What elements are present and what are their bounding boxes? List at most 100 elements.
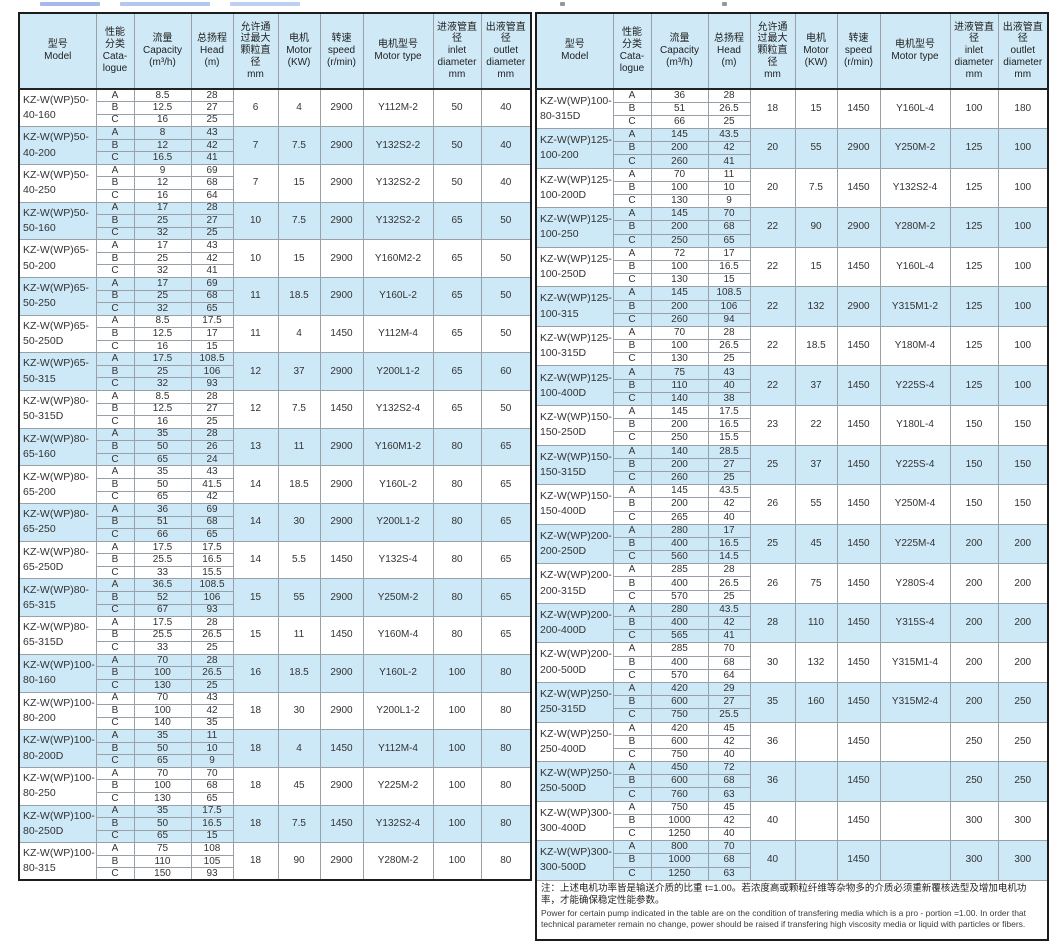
catalogue-cell: A — [95, 88, 135, 103]
motor-kw-cell: 15 — [794, 88, 838, 130]
catalogue-cell: C — [95, 716, 135, 731]
capacity-cell: 50 — [133, 477, 192, 492]
inlet-diameter-cell: 80 — [432, 540, 482, 580]
speed-cell: 1450 — [836, 405, 881, 446]
head-cell: 108.5 — [190, 578, 234, 592]
head-cell: 29 — [707, 681, 751, 697]
catalogue-cell: A — [612, 602, 652, 618]
capacity-cell: 200 — [650, 457, 709, 472]
table-row: KZ-W(WP)250- 250-400D A 420 45 36 1450 250 250 — [535, 721, 1049, 763]
col-header-head: 总扬程 Head (m) — [190, 12, 234, 90]
motor-kw-cell: 55 — [794, 128, 838, 169]
inlet-diameter-cell: 65 — [432, 239, 482, 278]
head-cell: 69 — [190, 503, 234, 517]
outlet-diameter-cell: 200 — [997, 563, 1049, 604]
head-cell: 43 — [707, 365, 751, 380]
cropped-text-remnant — [40, 2, 100, 6]
table-row: C 570 25 — [536, 589, 1048, 604]
catalogue-cell: A — [95, 126, 135, 140]
motor-kw-cell: 132 — [794, 642, 838, 683]
outlet-diameter-cell: 150 — [997, 405, 1049, 446]
outlet-diameter-cell: 300 — [997, 800, 1049, 842]
table-row: KZ-W(WP)65- 50-250D A 8.5 17.5 11 4 1450 Y112M-… — [18, 314, 532, 354]
head-cell: 27 — [190, 402, 234, 417]
catalogue-cell: A — [612, 681, 652, 697]
head-cell: 25 — [707, 114, 751, 130]
catalogue-cell: B — [95, 477, 135, 492]
inlet-diameter-cell: 250 — [949, 721, 999, 763]
outlet-diameter-cell: 250 — [997, 681, 1049, 723]
capacity-cell: 12 — [133, 176, 192, 190]
head-cell: 26.5 — [707, 101, 751, 116]
table-row: KZ-W(WP)125- 100-315D A 70 28 22 18.5 1450 Y180… — [535, 325, 1049, 367]
col-header-outlet: 出液管直 径 outlet diameter mm — [480, 12, 532, 90]
outlet-diameter-cell: 250 — [997, 721, 1049, 763]
inlet-diameter-cell: 50 — [432, 88, 482, 128]
head-cell: 28 — [190, 201, 234, 216]
outlet-diameter-cell: 80 — [480, 691, 532, 731]
head-cell: 24 — [190, 452, 234, 467]
head-cell: 68 — [707, 774, 751, 789]
motor-type-cell: Y225S-4 — [879, 365, 951, 406]
particle-cell: 18 — [232, 804, 279, 844]
particle-cell: 35 — [749, 681, 796, 723]
head-cell: 28 — [190, 427, 234, 442]
particle-cell: 36 — [749, 721, 796, 763]
catalogue-cell: A — [95, 352, 135, 366]
table-row: C 32 41 — [19, 264, 531, 278]
capacity-cell: 145 — [650, 286, 709, 301]
head-cell: 42 — [707, 497, 751, 512]
capacity-cell: 16 — [133, 189, 192, 203]
table-row: KZ-W(WP)100- 80-250 A 70 70 18 45 2900 Y225M-2 1… — [18, 766, 532, 806]
speed-cell: 2900 — [319, 239, 364, 278]
catalogue-cell: B — [612, 220, 652, 235]
table-row: KZ-W(WP)100- 80-200 A 70 43 18 30 2900 Y200L1-2… — [18, 691, 532, 731]
catalogue-cell: A — [612, 721, 652, 736]
speed-cell: 2900 — [319, 653, 364, 693]
catalogue-cell: C — [612, 312, 652, 327]
spec-table-right: 型号 Model 性能 分类 Cata- logue 流量 Capacity (m³… — [535, 12, 1049, 941]
capacity-cell: 1000 — [650, 853, 709, 868]
capacity-cell: 145 — [650, 484, 709, 499]
head-cell: 63 — [707, 787, 751, 802]
head-cell: 68 — [190, 176, 234, 190]
table-row: B 25 106 — [19, 364, 531, 379]
capacity-cell: 36 — [133, 503, 192, 517]
col-header-particle: 允许通 过最大 颗粒直 径 mm — [749, 12, 796, 90]
note-row: 注：上述电机功率皆是输送介质的比重 t=1.00。若浓度高或颗粒纤维等杂物多的介… — [535, 879, 1049, 941]
table-row: KZ-W(WP)150- 150-400D A 145 43.5 26 55 1450 Y25… — [535, 484, 1049, 525]
head-cell: 65 — [190, 792, 234, 806]
head-cell: 106 — [190, 364, 234, 379]
motor-type-cell: Y180L-4 — [879, 405, 951, 446]
capacity-cell: 75 — [133, 842, 192, 856]
particle-cell: 26 — [749, 484, 796, 525]
particle-cell: 13 — [232, 427, 279, 467]
capacity-cell: 70 — [133, 691, 192, 706]
catalogue-cell: A — [95, 653, 135, 668]
capacity-cell: 51 — [650, 101, 709, 116]
outlet-diameter-cell: 80 — [480, 729, 532, 768]
motor-type-cell: Y160L-2 — [362, 276, 434, 316]
catalogue-cell: C — [612, 391, 652, 407]
table-row: C 140 35 — [19, 716, 531, 731]
head-cell: 27 — [190, 214, 234, 228]
table-row: C 65 9 — [19, 754, 531, 768]
head-cell: 25.5 — [707, 708, 751, 723]
speed-cell: 2900 — [836, 128, 881, 169]
table-row: KZ-W(WP)100- 80-315 A 75 108 18 90 2900 Y280M-2… — [18, 842, 532, 881]
capacity-cell: 570 — [650, 589, 709, 604]
table-row: B 200 16.5 — [536, 418, 1048, 433]
table-row: C 33 25 — [19, 641, 531, 655]
motor-type-cell: Y132S2-2 — [362, 163, 434, 203]
catalogue-cell: C — [95, 603, 135, 618]
catalogue-cell: A — [95, 465, 135, 479]
inlet-diameter-cell: 250 — [949, 761, 999, 802]
catalogue-cell: B — [612, 774, 652, 789]
motor-type-cell: Y250M-2 — [879, 128, 951, 169]
capacity-cell: 17 — [133, 201, 192, 216]
inlet-diameter-cell: 125 — [949, 167, 999, 209]
capacity-cell: 70 — [133, 653, 192, 668]
table-row: KZ-W(WP)150- 150-315D A 140 28.5 25 37 1450 Y22… — [535, 444, 1049, 486]
capacity-cell: 52 — [133, 591, 192, 605]
head-cell: 45 — [707, 800, 751, 815]
